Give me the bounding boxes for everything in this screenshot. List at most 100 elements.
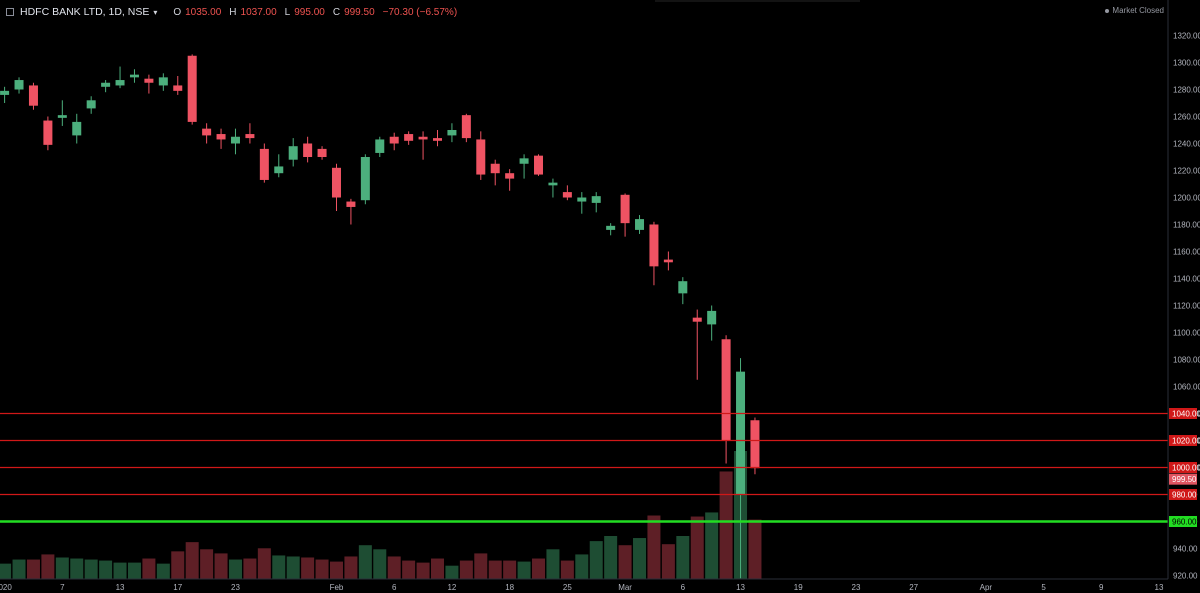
volume-bar <box>113 562 127 579</box>
last-price-badge-label: 999.50 <box>1172 475 1197 484</box>
candle-body <box>562 192 572 198</box>
price-tick-label: 1300.00 <box>1173 59 1200 68</box>
candle-body <box>115 80 125 86</box>
candle-body <box>144 78 154 83</box>
candle-body <box>635 219 645 230</box>
time-tick-label: Apr <box>980 583 993 592</box>
volume-bar <box>517 561 531 579</box>
time-tick-label: Feb <box>330 583 344 592</box>
volume-bar <box>127 562 141 579</box>
time-tick-label: 6 <box>681 583 686 592</box>
volume-bar <box>70 558 84 579</box>
price-tick-label: 920.00 <box>1173 572 1198 581</box>
candle-body <box>750 420 760 469</box>
volume-bar <box>633 538 647 579</box>
volume-bar <box>373 549 387 579</box>
price-tick-label: 1060.00 <box>1173 383 1200 392</box>
time-tick-label: 13 <box>1155 583 1164 592</box>
high-label: H <box>229 6 237 18</box>
volume-bar <box>604 535 618 579</box>
time-axis[interactable]: 2020 7 13 17 23 Feb 6 12 18 25 Mar 6 13 19 23 27 Apr 5 9 13 <box>0 583 1164 592</box>
volume-bar <box>286 556 300 579</box>
price-tick-label: 1160.00 <box>1173 248 1200 257</box>
candle-body <box>230 136 240 144</box>
last-price-badge <box>1169 473 1197 485</box>
candle-body <box>418 136 428 140</box>
open-value: 1035.00 <box>185 6 222 18</box>
candle-body <box>187 55 197 122</box>
price-tick-label: 1100.00 <box>1173 329 1200 338</box>
collapse-square-icon[interactable] <box>6 8 14 16</box>
volume-bar <box>257 548 271 579</box>
volume-bar <box>0 563 12 579</box>
time-tick-label: 18 <box>505 583 514 592</box>
price-tick-label: 1280.00 <box>1173 86 1200 95</box>
change-value: −70.30 (−6.57%) <box>382 6 458 18</box>
candle-body <box>360 157 370 201</box>
volume-bar <box>12 559 26 579</box>
volume-bar <box>705 512 719 579</box>
candle-body <box>591 196 601 203</box>
candle-body <box>28 85 38 106</box>
candle-body <box>57 115 67 118</box>
candle-body <box>461 115 471 139</box>
volume-bar <box>575 554 589 579</box>
price-tick-label: 1120.00 <box>1173 302 1200 311</box>
volume-bar <box>243 558 257 579</box>
price-line-badge-label: 1020.00 <box>1172 437 1200 446</box>
candle-body <box>86 100 96 109</box>
candle-body <box>736 371 746 495</box>
time-tick-label: 7 <box>60 583 65 592</box>
candle-body <box>490 163 500 174</box>
price-tick-label: 1240.00 <box>1173 140 1200 149</box>
candle-body <box>476 139 486 175</box>
candle-body <box>274 166 284 174</box>
price-candles <box>0 54 760 579</box>
candle-body <box>620 194 630 224</box>
time-tick-label: 6 <box>392 583 397 592</box>
candle-body <box>692 317 702 322</box>
candle-body <box>303 143 313 157</box>
candle-body <box>72 121 82 136</box>
price-line-badge <box>1169 462 1197 473</box>
volume-bar <box>402 560 416 579</box>
close-value: 999.50 <box>344 6 375 18</box>
price-tick-label: 1200.00 <box>1173 194 1200 203</box>
volume-bar <box>214 553 228 579</box>
chevron-down-icon[interactable]: ▾ <box>153 7 158 17</box>
market-status: Market Closed <box>1105 6 1164 15</box>
time-tick-label: 2020 <box>0 583 12 592</box>
volume-bar <box>301 557 315 579</box>
symbol-title[interactable]: HDFC BANK LTD, 1D, NSE <box>20 6 150 18</box>
volume-bar <box>228 559 242 579</box>
volume-bar <box>589 541 603 579</box>
volume-bar <box>488 560 502 579</box>
volume-bar <box>546 549 560 579</box>
candle-body <box>548 182 558 186</box>
volume-bar <box>618 545 632 579</box>
candle-body <box>346 201 356 207</box>
candle-body <box>202 128 212 136</box>
candle-body <box>101 82 111 87</box>
time-tick-label: 17 <box>173 583 182 592</box>
price-tick-label: 1220.00 <box>1173 167 1200 176</box>
price-tick-label: 1320.00 <box>1173 32 1200 41</box>
candle-body <box>404 134 414 141</box>
time-tick-label: 19 <box>794 583 803 592</box>
volume-bar <box>719 471 733 579</box>
time-tick-label: 23 <box>852 583 861 592</box>
volume-bar <box>156 563 170 579</box>
candle-body <box>505 173 515 179</box>
volume-bar <box>532 558 546 579</box>
candle-body <box>245 134 255 139</box>
candle-body <box>43 120 53 145</box>
volume-bar <box>84 559 98 579</box>
price-line-badge <box>1169 435 1197 446</box>
volume-bar <box>344 556 358 579</box>
volume-bar <box>661 544 675 579</box>
horizontal-price-lines[interactable] <box>0 412 1168 523</box>
candle-body <box>663 259 673 263</box>
volume-bar <box>474 553 488 579</box>
price-tick-label: 1080.00 <box>1173 356 1200 365</box>
